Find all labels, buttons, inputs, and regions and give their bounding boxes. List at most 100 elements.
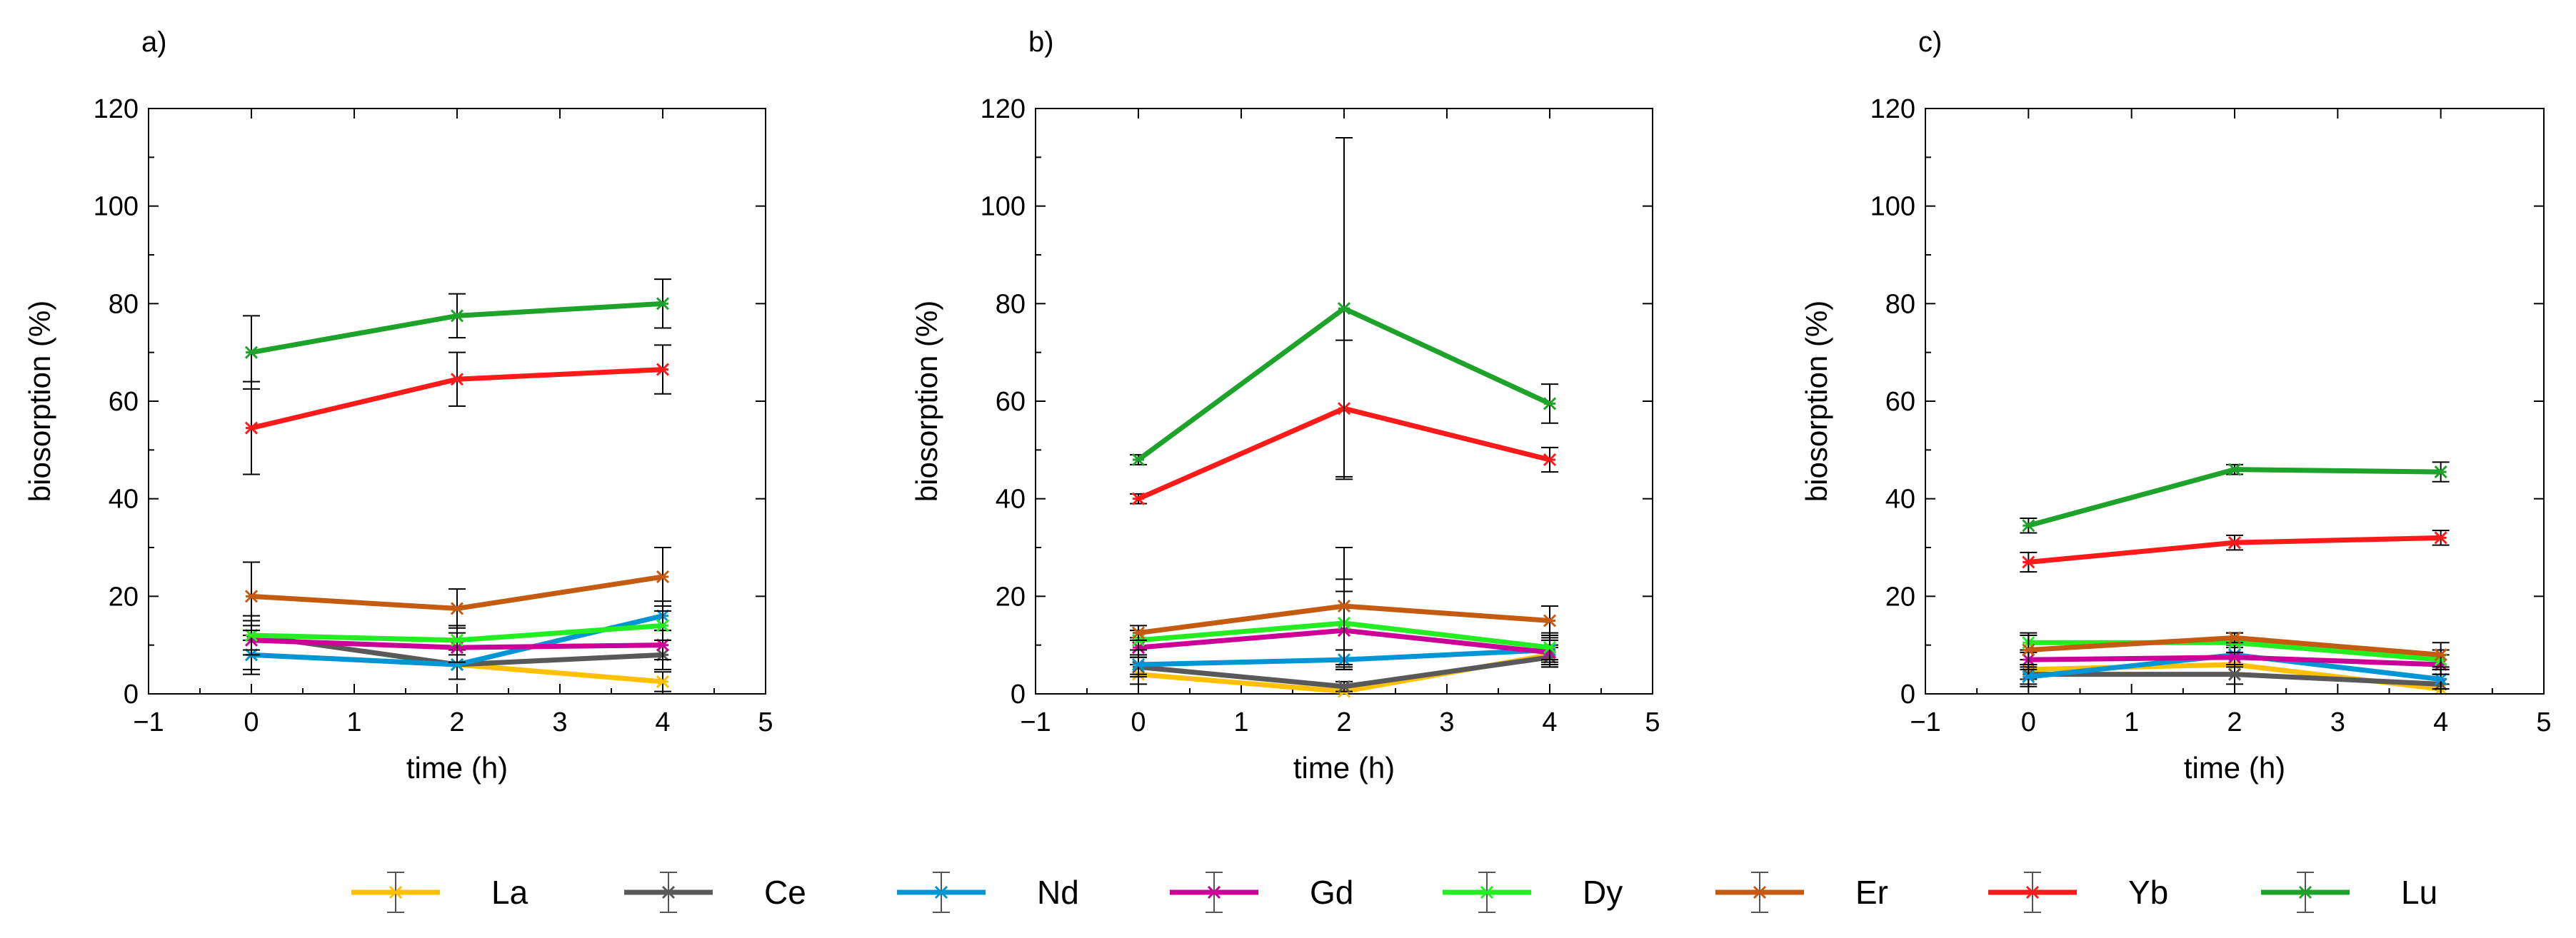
x-tick-label: 4 bbox=[655, 707, 670, 737]
x-tick-label: 2 bbox=[1336, 707, 1351, 737]
legend-label: Gd bbox=[1310, 874, 1353, 911]
y-axis-title: biosorption (%) bbox=[1800, 301, 1833, 502]
y-tick-label: 100 bbox=[981, 192, 1026, 222]
data-point bbox=[1543, 453, 1557, 467]
data-point bbox=[2227, 631, 2242, 645]
data-point bbox=[2022, 555, 2035, 569]
data-point bbox=[450, 602, 464, 615]
x-tick-label: 1 bbox=[1233, 707, 1248, 737]
y-tick-label: 60 bbox=[996, 387, 1026, 417]
x-tick-label: −1 bbox=[133, 707, 164, 737]
x-tick-label: 4 bbox=[1542, 707, 1557, 737]
x-axis-title: time (h) bbox=[406, 751, 508, 785]
data-point bbox=[656, 619, 670, 632]
y-tick-label: 120 bbox=[981, 94, 1026, 124]
x-tick-label: 1 bbox=[346, 707, 361, 737]
data-point bbox=[244, 421, 259, 435]
data-point bbox=[1131, 453, 1146, 467]
x-tick-label: 3 bbox=[552, 707, 567, 737]
data-point bbox=[244, 628, 259, 642]
data-point bbox=[2227, 650, 2242, 664]
legend-label: Er bbox=[1855, 874, 1888, 911]
x-tick-label: 3 bbox=[2330, 707, 2345, 737]
y-tick-label: 0 bbox=[1011, 680, 1026, 710]
y-tick-label: 40 bbox=[109, 485, 139, 515]
x-tick-label: 0 bbox=[1131, 707, 1146, 737]
x-tick-label: 4 bbox=[2433, 707, 2448, 737]
data-point bbox=[1131, 657, 1146, 672]
legend-item-ce: Ce bbox=[624, 872, 806, 913]
legend-item-gd: Gd bbox=[1170, 872, 1353, 913]
x-axis-title: time (h) bbox=[2184, 751, 2285, 785]
data-point bbox=[2434, 648, 2447, 662]
y-tick-label: 0 bbox=[124, 680, 139, 710]
data-point bbox=[450, 309, 464, 323]
data-point bbox=[2434, 672, 2447, 686]
y-tick-label: 60 bbox=[109, 387, 139, 417]
data-point bbox=[1337, 599, 1351, 613]
data-point bbox=[2022, 519, 2035, 533]
series-lu bbox=[243, 278, 671, 390]
x-tick-label: 5 bbox=[1645, 707, 1660, 737]
y-tick-label: 120 bbox=[1870, 94, 1915, 124]
y-axis-title: biosorption (%) bbox=[23, 301, 56, 502]
legend-label: Yb bbox=[2128, 874, 2168, 911]
data-point bbox=[656, 638, 670, 652]
x-tick-label: 2 bbox=[449, 707, 464, 737]
y-tick-label: 20 bbox=[1885, 582, 1915, 612]
y-tick-label: 80 bbox=[996, 289, 1026, 319]
series-er bbox=[243, 547, 671, 632]
y-tick-label: 20 bbox=[109, 582, 139, 612]
panel-label: b) bbox=[1028, 26, 1054, 58]
data-point bbox=[656, 570, 670, 584]
data-point bbox=[1131, 492, 1146, 505]
panel-label: a) bbox=[141, 26, 167, 58]
series-er bbox=[1130, 547, 1558, 665]
x-axis-title: time (h) bbox=[1293, 751, 1395, 785]
series-lu bbox=[2020, 461, 2450, 534]
data-point bbox=[2434, 531, 2447, 545]
x-tick-label: 0 bbox=[2021, 707, 2036, 737]
x-tick-label: 1 bbox=[2124, 707, 2139, 737]
data-point bbox=[1543, 641, 1557, 655]
y-tick-label: 40 bbox=[1885, 485, 1915, 515]
series-yb bbox=[243, 344, 671, 475]
legend-item-lu: Lu bbox=[2261, 872, 2437, 913]
x-tick-label: −1 bbox=[1910, 707, 1940, 737]
data-point bbox=[2227, 667, 2242, 681]
legend-item-yb: Yb bbox=[1988, 872, 2168, 913]
legend-item-la: La bbox=[351, 872, 528, 913]
data-point bbox=[1337, 680, 1351, 693]
x-tick-label: 2 bbox=[2227, 707, 2242, 737]
y-axis-title: biosorption (%) bbox=[910, 301, 943, 502]
x-tick-label: 5 bbox=[758, 707, 773, 737]
data-point bbox=[244, 346, 259, 359]
data-point bbox=[450, 373, 464, 386]
y-tick-label: 20 bbox=[996, 582, 1026, 612]
data-point bbox=[656, 297, 670, 311]
y-tick-label: 100 bbox=[1870, 192, 1915, 222]
x-tick-label: 5 bbox=[2536, 707, 2551, 737]
data-point bbox=[2022, 670, 2035, 684]
data-point bbox=[2434, 465, 2447, 479]
plot-area bbox=[1925, 108, 2545, 695]
data-point bbox=[2227, 463, 2242, 476]
series-dy bbox=[243, 610, 671, 656]
data-point bbox=[450, 633, 464, 647]
data-point bbox=[244, 590, 259, 603]
y-tick-label: 100 bbox=[94, 192, 139, 222]
legend-label: Ce bbox=[764, 874, 806, 911]
y-tick-label: 80 bbox=[1885, 289, 1915, 319]
legend-label: Dy bbox=[1583, 874, 1623, 911]
legend-label: Lu bbox=[2401, 874, 2437, 911]
y-tick-label: 0 bbox=[1900, 680, 1915, 710]
data-point bbox=[1337, 302, 1351, 316]
data-point bbox=[1543, 397, 1557, 410]
data-point bbox=[2022, 643, 2035, 657]
y-tick-label: 40 bbox=[996, 485, 1026, 515]
data-point bbox=[656, 363, 670, 376]
legend-item-nd: Nd bbox=[897, 872, 1079, 913]
